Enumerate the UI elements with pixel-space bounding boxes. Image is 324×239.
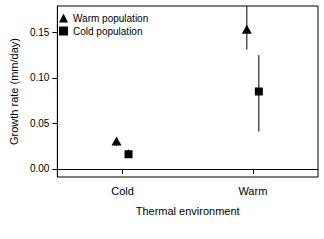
svg-text:Cold: Cold [111, 185, 134, 197]
svg-text:Thermal environment: Thermal environment [136, 205, 240, 217]
svg-text:0.15: 0.15 [30, 27, 50, 38]
svg-text:Cold population: Cold population [73, 26, 143, 37]
svg-text:Warm population: Warm population [73, 13, 148, 24]
svg-text:Warm: Warm [238, 185, 267, 197]
svg-text:0.05: 0.05 [30, 118, 50, 129]
svg-text:0.00: 0.00 [30, 163, 50, 174]
svg-text:Growth rate (mm/day): Growth rate (mm/day) [8, 38, 20, 145]
svg-text:0.10: 0.10 [30, 72, 50, 83]
